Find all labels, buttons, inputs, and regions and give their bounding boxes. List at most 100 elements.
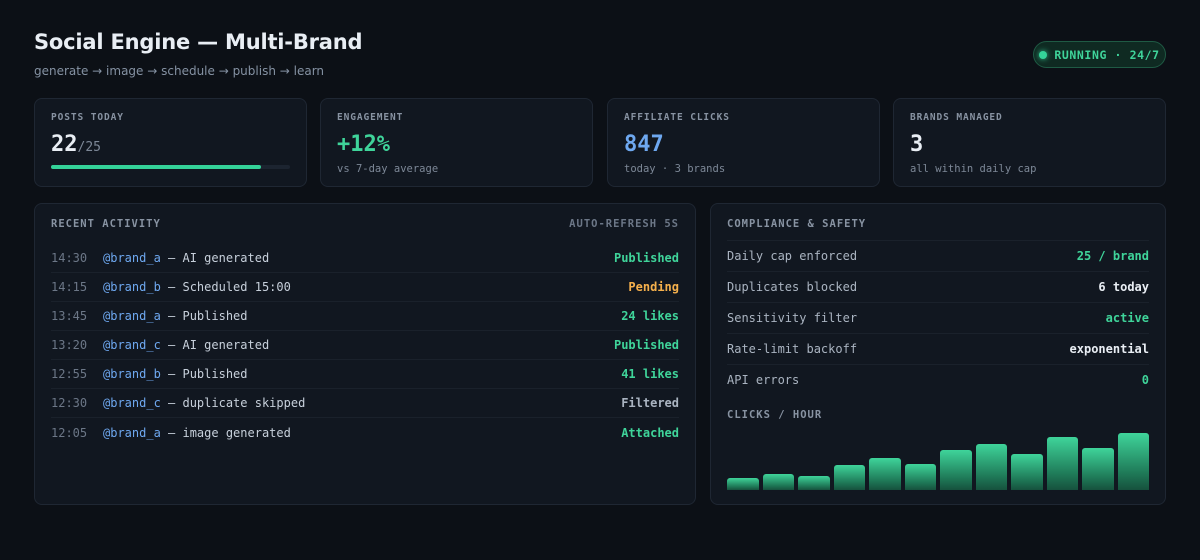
posts-progress-fill [51,165,262,169]
brand-handle-link[interactable]: @brand_a [103,425,161,440]
compliance-title: COMPLIANCE & SAFETY [727,218,867,230]
activity-description: — AI generated [160,251,270,265]
stat-sub: today · 3 brands [624,163,726,175]
activity-status: Pending [628,280,679,294]
activity-status: Filtered [621,396,679,410]
recent-activity-panel: RECENT ACTIVITY AUTO-REFRESH 5S 14:30 @br… [34,203,696,505]
auto-refresh-label: AUTO-REFRESH 5S [569,218,679,230]
stat-value: 3 [910,132,924,157]
activity-description: — duplicate skipped [160,396,306,410]
activity-status: 41 likes [621,367,679,381]
compliance-header: COMPLIANCE & SAFETY [727,218,1149,230]
activity-time: 14:30 [51,251,88,265]
status-label: RUNNING · 24/7 [1054,47,1160,62]
stat-value: +12% [337,132,390,157]
activity-title: RECENT ACTIVITY [51,218,161,230]
compliance-value: 25 / brand [1076,249,1149,263]
activity-status: Published [613,338,679,352]
status-dot-icon [1039,50,1048,59]
activity-row: 13:45 @brand_a — Published 24 likes [51,302,679,331]
brand-handle-link[interactable]: @brand_c [103,338,161,352]
activity-status: Attached [621,425,679,440]
activity-description: — AI generated [160,338,270,352]
clicks-bar [798,475,830,490]
clicks-bar [904,463,936,490]
stat-card-engagement: ENGAGEMENT +12% vs 7-day average [320,98,593,187]
activity-description: — Published [160,367,248,381]
activity-time: 14:15 [51,280,88,294]
posts-count: 22 [51,132,78,157]
activity-row: 13:20 @brand_c — AI generated Published [51,331,679,360]
clicks-bar [762,473,794,490]
activity-row: 12:30 @brand_c — duplicate skipped Filtere… [51,389,679,418]
activity-row: 12:05 @brand_a — image generated Attached [51,418,679,447]
compliance-value: 0 [1141,373,1149,387]
activity-row: 14:15 @brand_b — Scheduled 15:00 Pending [51,273,679,302]
compliance-label: Sensitivity filter [727,311,858,325]
activity-row: 14:30 @brand_a — AI generated Published [51,244,679,273]
activity-text: @brand_c — AI generated [103,338,614,352]
activity-time: 12:05 [51,425,88,440]
clicks-bar [1117,433,1149,490]
activity-time: 13:45 [51,309,88,323]
clicks-chart-title: CLICKS / HOUR [727,409,823,421]
brand-handle-link[interactable]: @brand_a [103,251,161,265]
compliance-row: API errors 0 [727,364,1149,395]
pipeline-subtitle: generate → image → schedule → publish → … [34,64,325,78]
stat-card-posts-today: POSTS TODAY 22/25 [34,98,307,187]
brand-handle-link[interactable]: @brand_a [103,309,161,323]
status-badge: RUNNING · 24/7 [1033,41,1166,68]
activity-text: @brand_c — duplicate skipped [103,396,621,410]
stat-label: POSTS TODAY [51,112,124,123]
compliance-list: Daily cap enforced 25 / brand Duplicates b… [727,240,1149,395]
clicks-bar [1082,448,1114,490]
activity-text: @brand_a — Published [103,309,621,323]
clicks-bar [940,450,972,490]
activity-text: @brand_b — Scheduled 15:00 [103,280,628,294]
activity-text: @brand_a — AI generated [103,251,614,265]
activity-header: RECENT ACTIVITY AUTO-REFRESH 5S [51,218,679,230]
posts-cap: /25 [77,140,101,155]
compliance-label: Duplicates blocked [727,280,858,294]
clicks-bar [975,444,1007,490]
stat-value: 847 [624,132,664,157]
brand-handle-link[interactable]: @brand_c [103,396,161,410]
stat-label: AFFILIATE CLICKS [624,112,730,123]
stat-card-affiliate-clicks: AFFILIATE CLICKS 847 today · 3 brands [607,98,880,187]
activity-description: — image generated [160,425,291,440]
posts-progress-bar [51,165,290,169]
brand-handle-link[interactable]: @brand_b [103,367,161,381]
activity-list: 14:30 @brand_a — AI generated Published 14:… [51,244,679,447]
activity-row: 12:55 @brand_b — Published 41 likes [51,360,679,389]
activity-text: @brand_b — Published [103,367,621,381]
page-title: Social Engine — Multi-Brand [34,30,363,54]
page-header: Social Engine — Multi-Brand generate → i… [34,30,363,78]
activity-status: Published [613,251,679,265]
compliance-row: Duplicates blocked 6 today [727,271,1149,302]
clicks-bar [1011,454,1043,490]
clicks-bar [833,464,865,490]
stat-sub: vs 7-day average [337,163,439,175]
compliance-label: Rate-limit backoff [727,342,858,356]
clicks-bar [869,457,901,490]
activity-time: 12:55 [51,367,88,381]
compliance-label: Daily cap enforced [727,249,858,263]
activity-time: 13:20 [51,338,88,352]
activity-description: — Scheduled 15:00 [160,280,291,294]
compliance-row: Daily cap enforced 25 / brand [727,240,1149,271]
compliance-value: 6 today [1098,280,1149,294]
clicks-bar [1046,436,1078,490]
activity-text: @brand_a — image generated [103,426,621,440]
stat-value: 22/25 [51,132,290,157]
brand-handle-link[interactable]: @brand_b [103,280,161,294]
compliance-value: exponential [1069,342,1149,356]
clicks-bar [727,478,759,490]
compliance-row: Sensitivity filter active [727,302,1149,333]
compliance-value: active [1105,311,1149,325]
activity-time: 12:30 [51,396,88,410]
compliance-row: Rate-limit backoff exponential [727,333,1149,364]
compliance-panel: COMPLIANCE & SAFETY Daily cap enforced 25… [710,203,1166,505]
compliance-label: API errors [727,373,800,387]
activity-description: — Published [160,309,248,323]
stat-sub: all within daily cap [910,163,1037,175]
